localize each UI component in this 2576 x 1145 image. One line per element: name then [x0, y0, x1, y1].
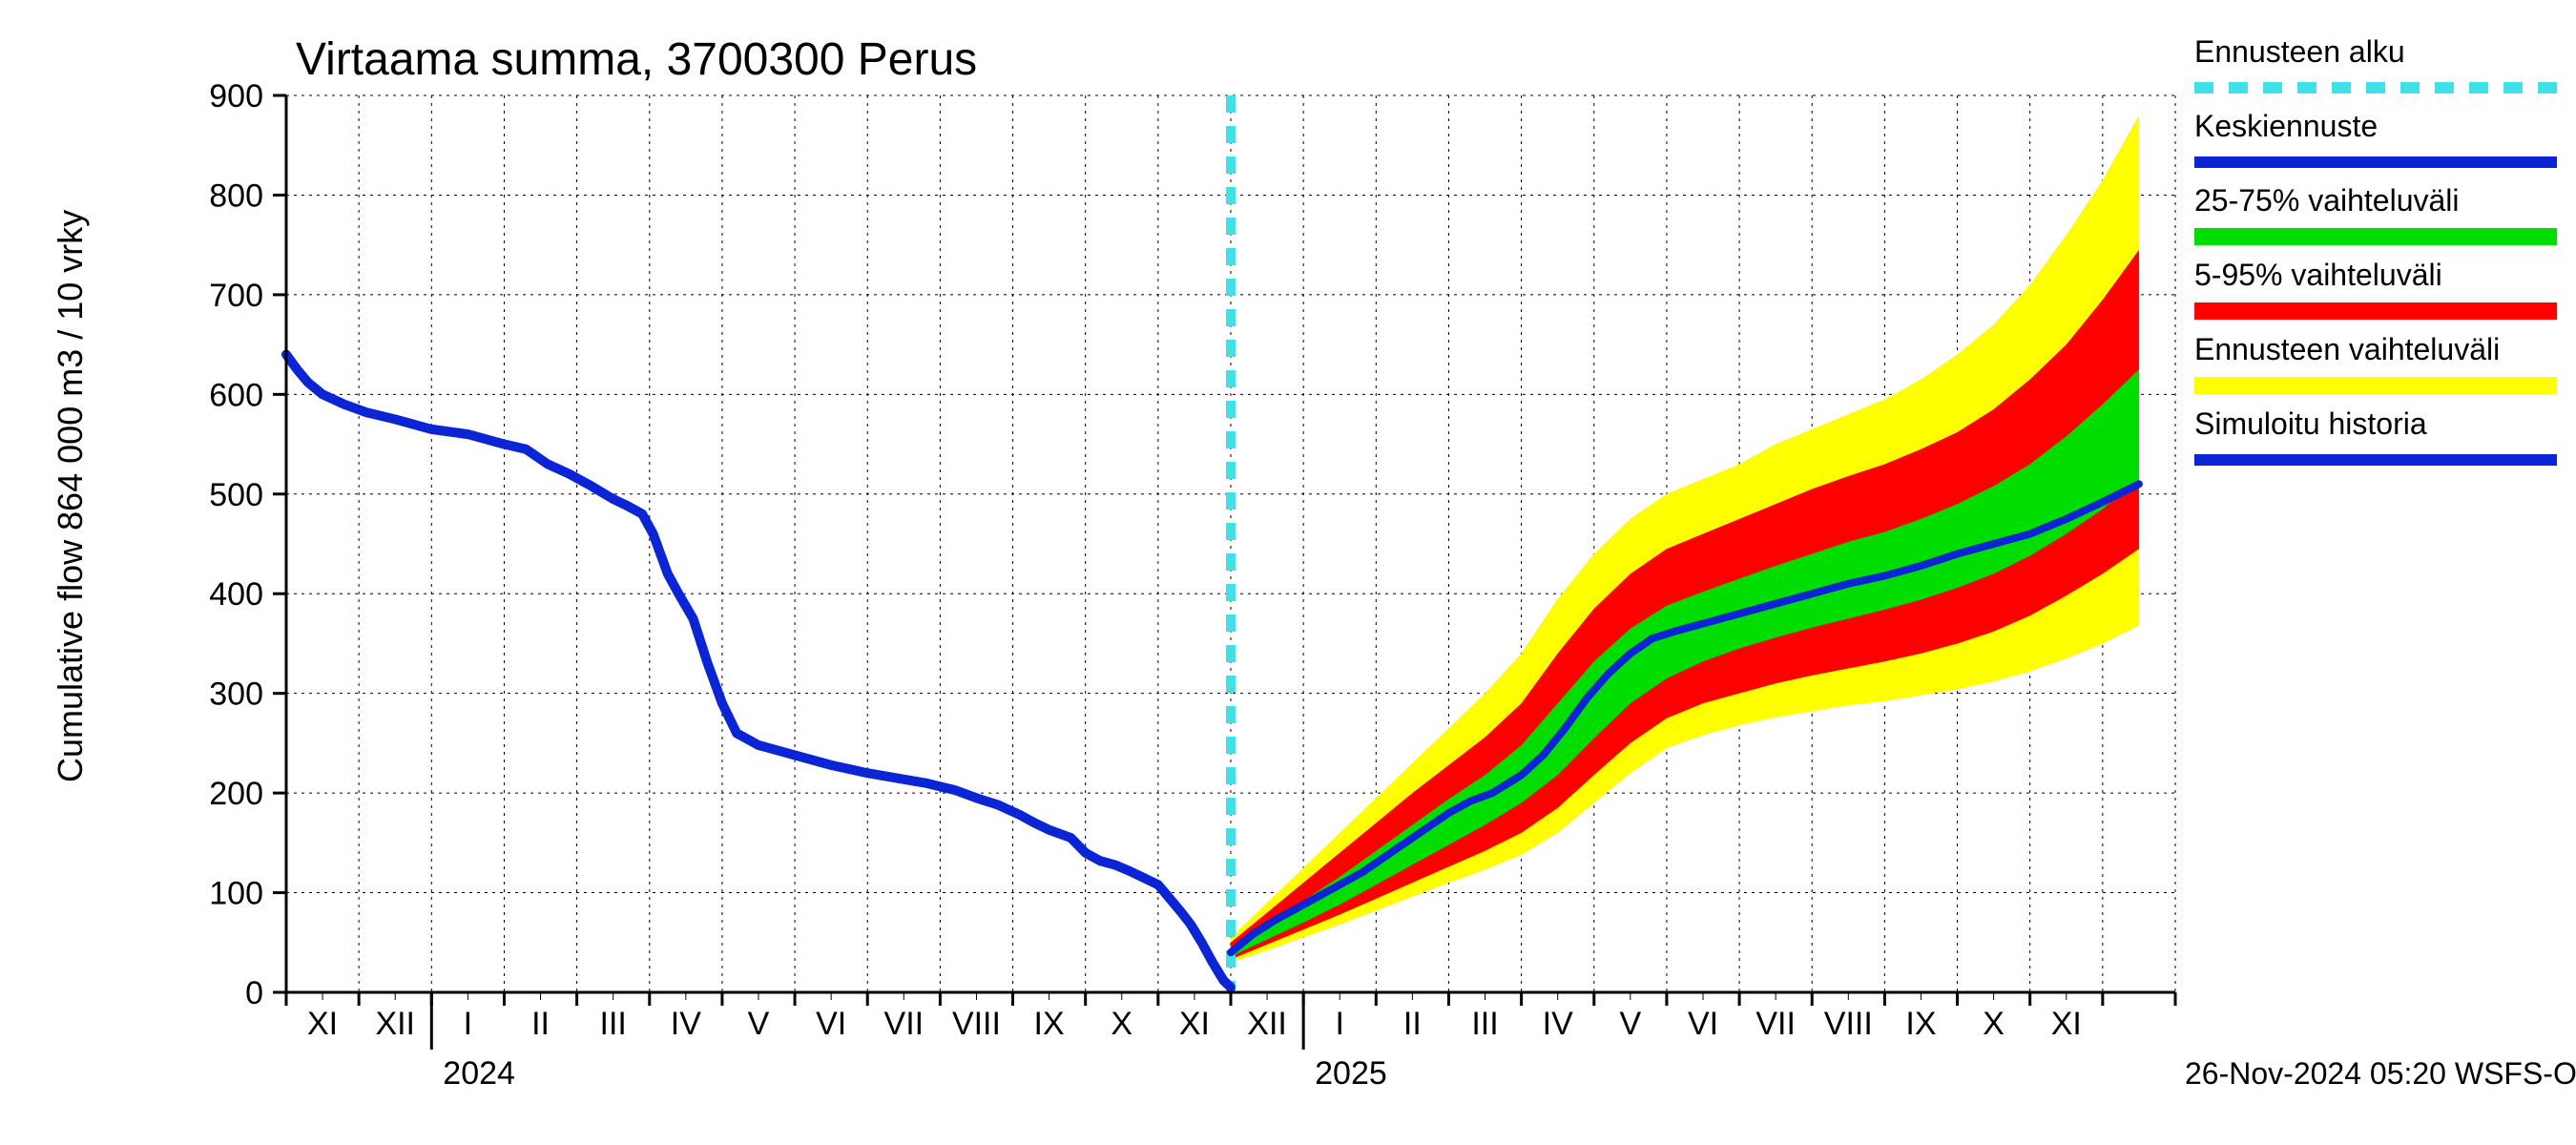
y-tick-label: 400: [209, 576, 263, 613]
x-month-label: XII: [375, 1006, 415, 1042]
x-month-label: VI: [816, 1006, 846, 1042]
x-month-label: III: [600, 1006, 627, 1042]
y-tick-label: 600: [209, 377, 263, 413]
legend-label: Simuloitu historia: [2194, 406, 2427, 441]
y-tick-label: 100: [209, 876, 263, 912]
x-month-label: XI: [1179, 1006, 1210, 1042]
x-month-label: VII: [1755, 1006, 1796, 1042]
y-tick-label: 200: [209, 776, 263, 812]
legend-swatch: [2194, 302, 2557, 320]
x-month-label: V: [748, 1006, 770, 1042]
x-month-label: IX: [1905, 1006, 1936, 1042]
legend-swatch: [2194, 377, 2557, 394]
chart-svg: 0100200300400500600700800900XIXIIIIIIIII…: [0, 0, 2576, 1145]
x-month-label: IX: [1034, 1006, 1065, 1042]
y-tick-label: 300: [209, 677, 263, 713]
y-tick-label: 0: [245, 975, 263, 1011]
chart-title: Virtaama summa, 3700300 Perus: [296, 34, 977, 85]
x-month-label: IV: [1543, 1006, 1573, 1042]
x-month-label: II: [1403, 1006, 1422, 1042]
chart-container: 0100200300400500600700800900XIXIIIIIIIII…: [0, 0, 2576, 1145]
legend-label: Ennusteen vaihteluväli: [2194, 332, 2500, 366]
y-tick-label: 800: [209, 177, 263, 214]
y-tick-label: 700: [209, 278, 263, 314]
legend-label: 25-75% vaihteluväli: [2194, 183, 2460, 218]
legend-label: Keskiennuste: [2194, 109, 2378, 143]
x-month-label: V: [1620, 1006, 1642, 1042]
y-tick-label: 500: [209, 477, 263, 513]
x-month-label: XI: [307, 1006, 338, 1042]
chart-footer: 26-Nov-2024 05:20 WSFS-O: [2185, 1056, 2576, 1091]
x-month-label: I: [464, 1006, 472, 1042]
legend-label: Ennusteen alku: [2194, 34, 2405, 69]
x-month-label: VII: [884, 1006, 924, 1042]
y-tick-label: 900: [209, 78, 263, 114]
x-month-label: VIII: [1824, 1006, 1873, 1042]
x-month-label: XII: [1247, 1006, 1287, 1042]
x-month-label: I: [1336, 1006, 1344, 1042]
x-month-label: II: [531, 1006, 550, 1042]
y-axis-label: Cumulative flow 864 000 m3 / 10 vrky: [51, 210, 90, 782]
x-month-label: VIII: [952, 1006, 1001, 1042]
x-month-label: IV: [671, 1006, 701, 1042]
x-year-label: 2024: [443, 1055, 515, 1092]
legend-swatch: [2194, 228, 2557, 245]
x-month-label: VI: [1688, 1006, 1718, 1042]
legend-label: 5-95% vaihteluväli: [2194, 258, 2442, 292]
x-month-label: XI: [2051, 1006, 2082, 1042]
x-month-label: X: [1983, 1006, 2005, 1042]
x-year-label: 2025: [1315, 1055, 1387, 1092]
x-month-label: X: [1111, 1006, 1132, 1042]
x-month-label: III: [1471, 1006, 1498, 1042]
